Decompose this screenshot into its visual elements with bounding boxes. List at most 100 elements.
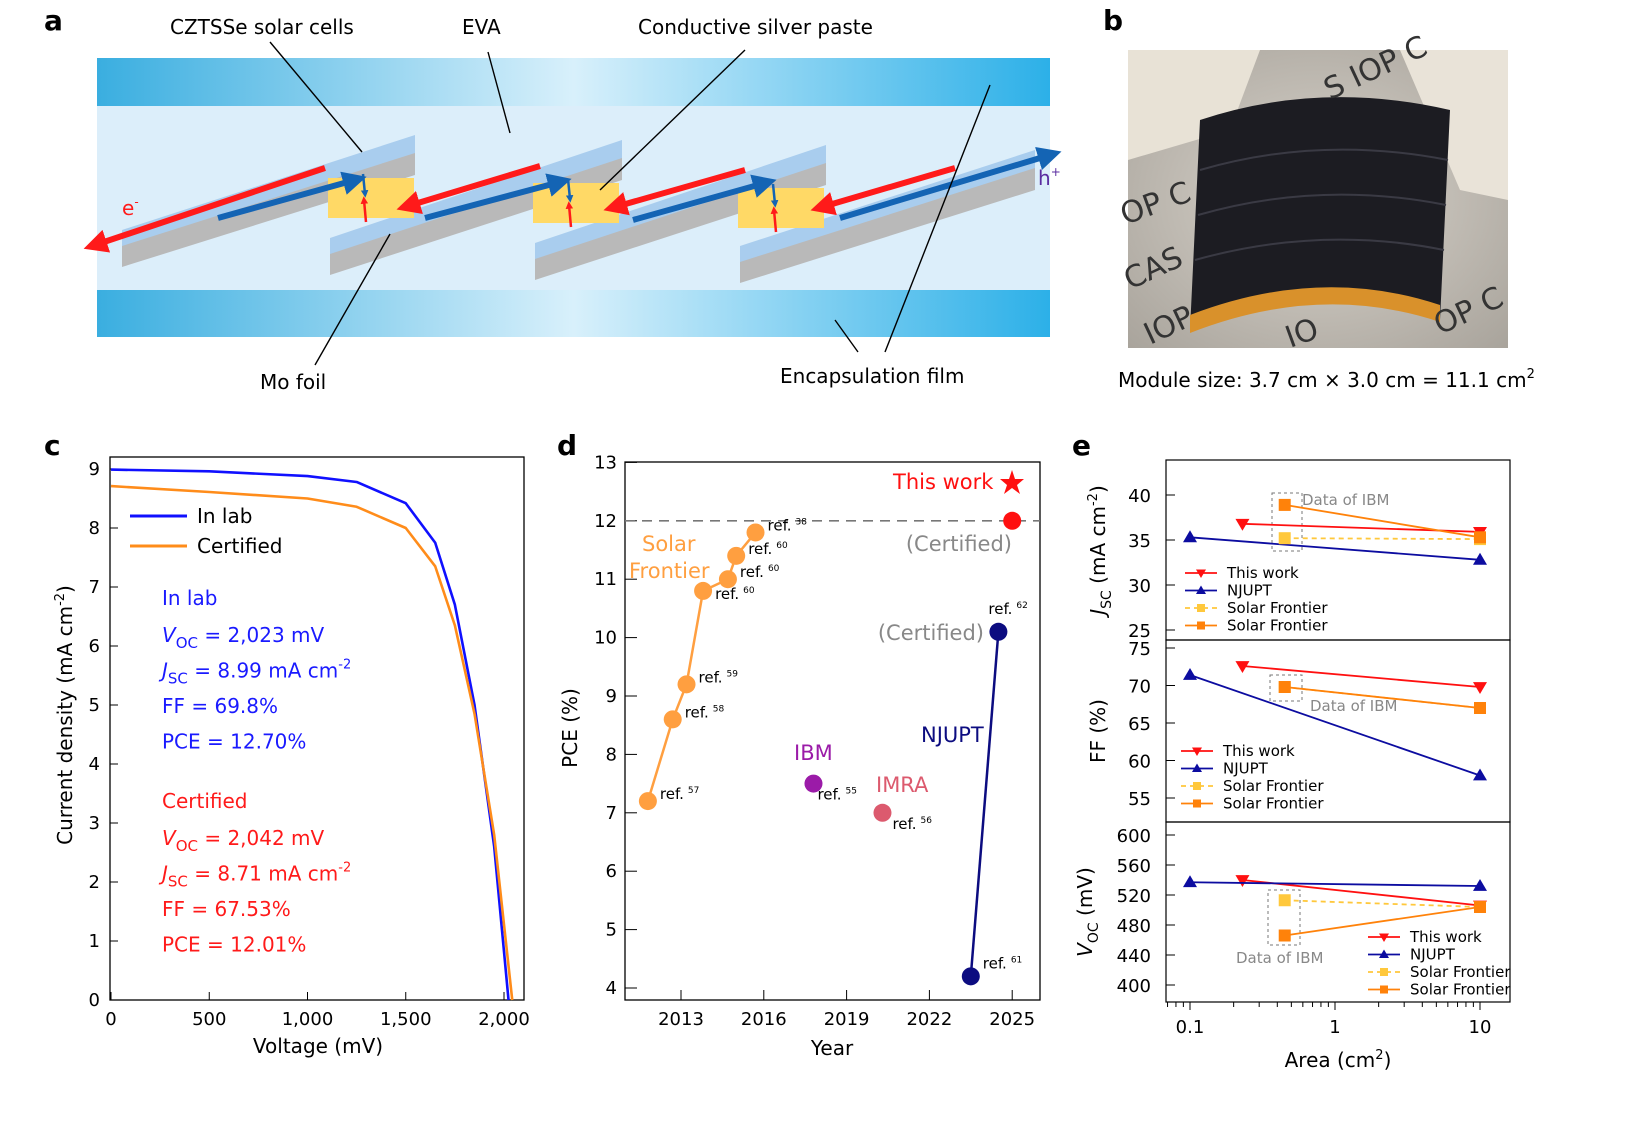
x-axis-label: Year — [810, 1036, 854, 1060]
panel-letter-d: d — [557, 429, 577, 462]
superscript: -2 — [1086, 493, 1101, 506]
ibm-data-note: Data of IBM — [1310, 697, 1397, 715]
series-solar-frontier-line — [1284, 899, 1481, 908]
electron-flow-arrow — [810, 165, 956, 216]
series-this-work-marker — [1235, 661, 1250, 673]
y-tick-label: 10 — [594, 628, 617, 649]
legend-label: NJUPT — [1227, 582, 1273, 600]
panel-letter-a: a — [44, 4, 63, 37]
ref-number: 57 — [688, 786, 699, 796]
series-solar-frontier-marker — [1278, 894, 1291, 907]
legend-marker — [1192, 763, 1202, 772]
label-end: ) — [1384, 1048, 1392, 1072]
data-point-solar-frontier — [694, 581, 713, 600]
group-label-solar-frontier: Solar — [642, 532, 696, 556]
subscript: OC — [176, 837, 198, 855]
legend-label: NJUPT — [1410, 946, 1456, 964]
symbol: V — [162, 623, 177, 647]
module-busbar — [1190, 287, 1440, 333]
flexible-module — [1190, 97, 1450, 330]
ibm-data-box — [1271, 492, 1303, 552]
legend-marker — [1192, 747, 1202, 756]
subscript: SC — [168, 670, 188, 688]
ref-number: 59 — [727, 669, 739, 679]
unit: (mV) — [1073, 867, 1097, 922]
value: FF = 69.8% — [162, 694, 278, 718]
current-arrow-up — [770, 206, 779, 233]
ref-number: 55 — [846, 787, 857, 797]
value: = 8.71 mA cm — [188, 862, 338, 886]
solar-cell-strips — [83, 135, 1062, 283]
ref-label: ref. 57 — [660, 785, 699, 803]
plot-frame — [624, 461, 1041, 1001]
y-label-end: ) — [53, 585, 77, 593]
data-point-this-work — [1003, 511, 1022, 530]
y-tick-label: 40 — [1128, 486, 1151, 507]
legend-label: NJUPT — [1223, 760, 1269, 778]
y-tick-label: 8 — [89, 518, 100, 539]
hole-flow-arrow — [632, 174, 777, 223]
y-tick-label: 9 — [89, 459, 100, 480]
y-axis-label: VOC (mV) — [1073, 867, 1102, 957]
y-tick-label: 60 — [1128, 752, 1151, 773]
series-njupt-marker — [1473, 552, 1487, 565]
y-tick-label: 6 — [89, 636, 100, 657]
subscript: SC — [1099, 590, 1115, 609]
series-this-work-marker — [1235, 518, 1250, 531]
mo-foil-strip — [740, 165, 1035, 283]
module-photo: S IOP C OP C CAS IOP IO OP C Module size… — [1116, 29, 1535, 392]
annotation-title: Certified — [162, 789, 248, 813]
series-solar-frontier-marker — [1278, 929, 1291, 942]
ref-label: ref. 60 — [740, 563, 780, 581]
series-njupt-line — [1189, 536, 1481, 561]
ibm-data-note: Data of IBM — [1236, 949, 1323, 967]
series-njupt-marker — [1183, 668, 1197, 680]
label-eva: EVA — [462, 15, 501, 39]
y-tick-label: 55 — [1128, 789, 1151, 810]
glove-right — [1400, 50, 1508, 200]
ref-text: ref. — [817, 786, 841, 804]
x-axis-label: Area (cm2) — [1285, 1048, 1392, 1072]
symbol: J — [158, 659, 168, 683]
y-tick-label: 400 — [1117, 976, 1151, 997]
y-axis-label: JSC (mA cm-2) — [1086, 485, 1115, 619]
legend-label: Solar Frontier — [1410, 981, 1511, 999]
label: FF (%) — [1086, 699, 1110, 763]
y-tick-label: 560 — [1117, 856, 1151, 877]
y-tick-label: 8 — [606, 744, 617, 765]
x-tick-label: 1,000 — [282, 1009, 334, 1030]
ref-text: ref. — [715, 585, 739, 603]
value: = 8.99 mA cm — [188, 659, 338, 683]
group-label-solar-frontier: Frontier — [629, 559, 710, 583]
superscript: -2 — [338, 658, 351, 673]
ibm-data-note: Data of IBM — [1302, 491, 1389, 509]
ref-number: 56 — [921, 816, 933, 826]
ref-number: 60 — [743, 586, 755, 596]
module-diagram: CZTSSe solar cells EVA Conductive silver… — [83, 15, 1062, 394]
y-tick-label: 4 — [606, 978, 617, 999]
data-point-solar-frontier — [638, 792, 657, 811]
ibm-data-box — [1267, 889, 1301, 946]
hole-flow-arrow — [839, 146, 1062, 221]
ref-number: 38 — [796, 517, 808, 527]
legend-marker — [1379, 933, 1389, 942]
ref-label: ref. 62 — [988, 600, 1027, 618]
ref-label: ref. 61 — [983, 954, 1022, 972]
legend-marker — [1193, 782, 1201, 790]
x-tick-label: 500 — [192, 1009, 226, 1030]
plot-frame — [109, 456, 525, 1001]
label: Area (cm — [1285, 1048, 1376, 1072]
annotation-line: JSC = 8.99 mA cm-2 — [158, 658, 351, 688]
data-point-njupt — [961, 967, 980, 986]
y-tick-label: 12 — [594, 511, 617, 532]
x-tick-label: 2016 — [741, 1009, 787, 1030]
glove-left — [1128, 50, 1260, 160]
y-tick-label: 4 — [89, 754, 100, 775]
module-scribe-lines — [1194, 148, 1449, 261]
legend-marker — [1380, 968, 1388, 976]
current-arrow-up — [565, 201, 574, 228]
y-tick-label: 600 — [1117, 826, 1151, 847]
series-solar-frontier-line — [1284, 686, 1481, 709]
y-tick-label: 520 — [1117, 886, 1151, 907]
symbol: J — [158, 862, 168, 886]
